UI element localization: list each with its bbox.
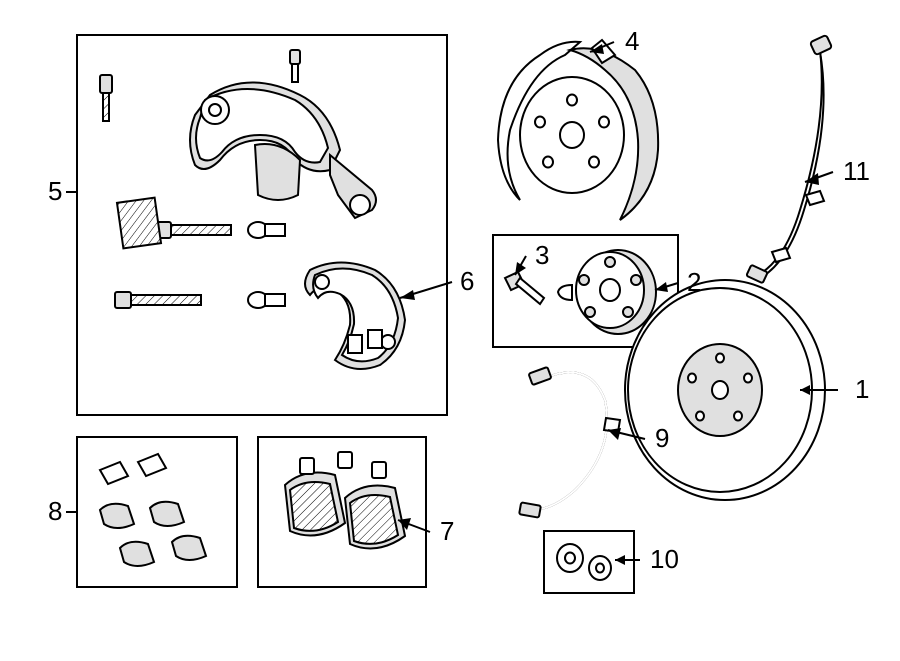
- part-washers: [557, 544, 611, 580]
- part-hub: [558, 250, 656, 334]
- svg-text:9: 9: [655, 423, 669, 453]
- part-caliper-body: [190, 83, 376, 219]
- part-caliper-bracket: [305, 263, 405, 370]
- part-brake-pads: [285, 452, 405, 549]
- parts-diagram: 1 2 3 4 5 6 7 8 9 10 11: [0, 0, 900, 661]
- part-pad-shim: [117, 198, 161, 249]
- callout-10: 10: [615, 544, 679, 574]
- callout-5: 5: [48, 176, 77, 206]
- svg-text:11: 11: [843, 156, 870, 186]
- part-splash-shield: [498, 40, 658, 220]
- part-hub-bolt: [505, 272, 544, 304]
- svg-text:4: 4: [625, 26, 639, 56]
- svg-text:10: 10: [650, 544, 679, 574]
- svg-text:6: 6: [460, 266, 474, 296]
- svg-text:8: 8: [48, 496, 62, 526]
- callout-4: 4: [590, 26, 639, 56]
- callout-6: 6: [400, 266, 474, 300]
- svg-text:1: 1: [855, 374, 869, 404]
- callout-3: 3: [515, 240, 549, 275]
- svg-text:5: 5: [48, 176, 62, 206]
- part-hardware-kit: [100, 454, 206, 566]
- svg-text:7: 7: [440, 516, 454, 546]
- svg-text:2: 2: [687, 267, 701, 297]
- part-brake-hose: [519, 367, 620, 518]
- part-sensor-cable: [746, 35, 832, 283]
- callout-8: 8: [48, 496, 77, 526]
- part-rotor: [625, 280, 825, 500]
- svg-text:3: 3: [535, 240, 549, 270]
